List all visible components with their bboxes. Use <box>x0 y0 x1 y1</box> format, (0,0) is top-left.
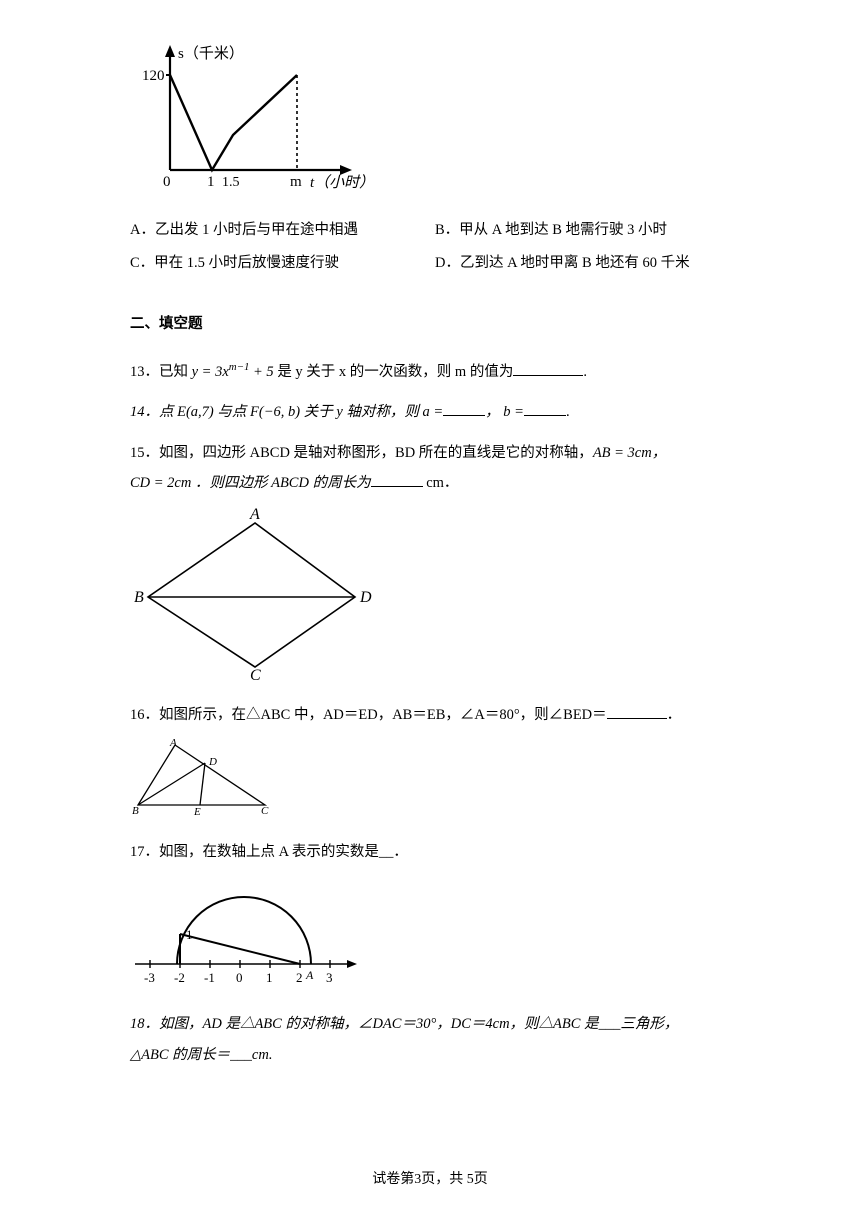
q13-sup: m−1 <box>229 361 250 373</box>
q16-tail: ． <box>667 707 682 723</box>
q15-B: B <box>134 589 144 606</box>
option-c: C．甲在 1.5 小时后放慢速度行驶 <box>130 247 435 281</box>
q13-pre: 13．已知 <box>130 364 192 380</box>
q14-pre: 14．点 E(a,7) 与点 F(−6, b) 关于 y 轴对称，则 a = <box>130 404 443 420</box>
xtick-m: m <box>290 174 302 190</box>
q15-l2b: cm． <box>423 475 459 491</box>
q15-A: A <box>249 506 260 523</box>
q16-blank <box>607 704 667 720</box>
xtick-1: 1 <box>207 174 215 190</box>
one-label: 1 <box>186 927 193 942</box>
q14-blank-b <box>524 401 566 417</box>
q16-D: D <box>208 756 217 768</box>
q17-text: 17．如图，在数轴上点 A 表示的实数是__． <box>130 844 408 860</box>
q14-tail: . <box>566 404 570 420</box>
x-axis-label: t（小时） <box>310 174 374 191</box>
q14-blank-a <box>443 401 485 417</box>
xtick-1p5: 1.5 <box>222 175 240 190</box>
q16-C: C <box>261 805 269 817</box>
q15-l2a: CD = 2cm ．则四边形 ABCD 的周长为 <box>130 475 371 491</box>
q15-figure: A B C D <box>130 505 740 691</box>
option-b: B．甲从 A 地到达 B 地需行驶 3 小时 <box>435 214 740 248</box>
q13-mid: 是 y 关于 x 的一次函数，则 m 的值为 <box>274 364 514 380</box>
q14-mid: ， b = <box>485 404 524 420</box>
q16-B: B <box>132 805 139 817</box>
q13-expr: y = 3x <box>192 364 229 380</box>
option-d: D．乙到达 A 地时甲离 B 地还有 60 千米 <box>435 247 740 281</box>
t-3: -3 <box>144 970 155 985</box>
q17: 17．如图，在数轴上点 A 表示的实数是__． <box>130 837 740 867</box>
q15-blank <box>371 472 423 488</box>
t2: 2 <box>296 970 303 985</box>
q16-A: A <box>169 737 177 749</box>
q12-graph: 120 s（千米） 0 1 1.5 m t（小时） <box>130 40 740 206</box>
ytick-120: 120 <box>142 68 165 84</box>
q15-l1a: 15．如图，四边形 ABCD 是轴对称图形，BD 所在的直线是它的对称轴， <box>130 445 593 461</box>
q18: 18．如图，AD 是△ABC 的对称轴，∠DAC＝30°，DC＝4cm，则△AB… <box>130 1009 740 1070</box>
q15-D: D <box>359 589 372 606</box>
q13: 13．已知 y = 3xm−1 + 5 是 y 关于 x 的一次函数，则 m 的… <box>130 356 740 387</box>
q17-figure: -3 -2 -1 0 1 2 3 1 A <box>130 874 740 1000</box>
section-2-heading: 二、填空题 <box>130 311 740 339</box>
q13-blank <box>513 361 583 377</box>
t1: 1 <box>266 970 273 985</box>
q13-tail: . <box>583 364 587 380</box>
t-2: -2 <box>174 970 185 985</box>
q13-expr2: + 5 <box>249 364 273 380</box>
q12-options: A．乙出发 1 小时后与甲在途中相遇 B．甲从 A 地到达 B 地需行驶 3 小… <box>130 214 740 281</box>
option-a: A．乙出发 1 小时后与甲在途中相遇 <box>130 214 435 248</box>
y-axis-label: s（千米） <box>178 45 244 62</box>
page-footer: 试卷第3页，共 5页 <box>0 1168 860 1188</box>
q16-pre: 16．如图所示，在△ABC 中，AD＝ED，AB＝EB，∠A＝80°，则∠BED… <box>130 707 607 723</box>
q18-l2: △ABC 的周长＝___cm. <box>130 1047 272 1063</box>
q18-l1: 18．如图，AD 是△ABC 的对称轴，∠DAC＝30°，DC＝4cm，则△AB… <box>130 1016 678 1032</box>
q15-C: C <box>250 667 261 680</box>
q16-E: E <box>193 806 201 817</box>
t-1: -1 <box>204 970 215 985</box>
t3: 3 <box>326 970 333 985</box>
q16: 16．如图所示，在△ABC 中，AD＝ED，AB＝EB，∠A＝80°，则∠BED… <box>130 700 740 730</box>
q15-l1b: AB = 3cm， <box>593 445 666 461</box>
t0: 0 <box>236 970 243 985</box>
A-label: A <box>305 968 314 982</box>
xtick-0: 0 <box>163 174 171 190</box>
q15: 15．如图，四边形 ABCD 是轴对称图形，BD 所在的直线是它的对称轴，AB … <box>130 438 740 499</box>
q16-figure: A B C D E <box>130 737 740 828</box>
q14: 14．点 E(a,7) 与点 F(−6, b) 关于 y 轴对称，则 a = ， … <box>130 397 740 427</box>
